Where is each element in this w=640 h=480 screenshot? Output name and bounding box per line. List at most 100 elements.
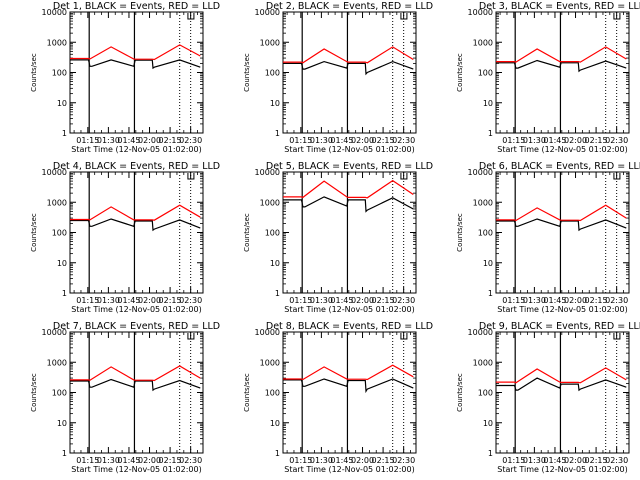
y-tick-label: 1 — [62, 449, 67, 458]
panel-5: Det 5, BLACK = Events, RED = LLD 1 10 100 10… — [243, 161, 433, 314]
x-tick-label: 01:15 — [76, 136, 99, 145]
y-tick-label: 1 — [488, 129, 493, 138]
y-tick-label: 10000 — [42, 328, 67, 337]
y-tick-label: 100 — [478, 229, 493, 238]
y-tick-label: 10000 — [468, 8, 493, 17]
y-tick-label: 100 — [52, 69, 67, 78]
y-tick-label: 1000 — [47, 38, 67, 47]
y-tick-label: 10000 — [255, 328, 280, 337]
x-tick-label: 01:15 — [502, 136, 525, 145]
marker-bracket — [187, 13, 195, 20]
x-tick-label: 01:15 — [502, 296, 525, 305]
x-tick-label: 01:45 — [543, 136, 566, 145]
x-tick-label: 02:30 — [605, 456, 628, 465]
series-events-line — [283, 378, 414, 394]
y-tick-label: 100 — [265, 229, 280, 238]
y-tick-label: 1000 — [473, 198, 493, 207]
panel-title: Det 5, BLACK = Events, RED = LLD — [266, 161, 433, 172]
x-tick-label: 02:30 — [605, 296, 628, 305]
y-axis-label: Counts/sec — [243, 213, 251, 252]
x-tick-label: 02:15 — [585, 296, 608, 305]
y-tick-label: 10000 — [42, 8, 67, 17]
panel-title: Det 8, BLACK = Events, RED = LLD — [266, 321, 433, 332]
x-tick-label: 02:30 — [179, 456, 202, 465]
y-axis-label: Counts/sec — [456, 213, 464, 252]
x-axis-label: Start Time (12-Nov-05 01:02:00) — [71, 145, 201, 154]
x-tick-label: 02:15 — [159, 456, 182, 465]
y-tick-label: 10000 — [255, 8, 280, 17]
y-tick-label: 1000 — [473, 38, 493, 47]
series-lld-line — [283, 46, 414, 64]
y-tick-label: 10 — [483, 419, 493, 428]
panel-title: Det 6, BLACK = Events, RED = LLD — [479, 161, 640, 172]
y-tick-label: 100 — [52, 389, 67, 398]
y-tick-label: 10 — [57, 99, 67, 108]
x-tick-label: 01:45 — [330, 296, 353, 305]
x-tick-label: 02:15 — [159, 296, 182, 305]
x-tick-label: 01:30 — [523, 136, 546, 145]
x-tick-label: 02:15 — [585, 136, 608, 145]
y-tick-label: 100 — [52, 229, 67, 238]
plot-frame — [282, 11, 417, 134]
y-tick-label: 1000 — [47, 198, 67, 207]
series-lld-line — [496, 367, 627, 384]
panel-title: Det 2, BLACK = Events, RED = LLD — [266, 1, 433, 12]
series-lld-line — [70, 44, 201, 61]
y-tick-label: 100 — [265, 389, 280, 398]
plot-frame — [495, 331, 630, 454]
panel-title: Det 3, BLACK = Events, RED = LLD — [479, 1, 640, 12]
y-tick-label: 1000 — [260, 38, 280, 47]
x-tick-label: 01:15 — [289, 136, 312, 145]
y-tick-label: 1000 — [47, 358, 67, 367]
x-tick-label: 01:30 — [310, 136, 333, 145]
plot-frame — [495, 171, 630, 294]
y-tick-label: 10000 — [255, 168, 280, 177]
x-axis-label: Start Time (12-Nov-05 01:02:00) — [284, 465, 414, 474]
x-tick-label: 01:15 — [289, 456, 312, 465]
y-tick-label: 1000 — [260, 358, 280, 367]
plot-frame — [495, 11, 630, 134]
x-tick-label: 02:00 — [351, 136, 374, 145]
panel-4: Det 4, BLACK = Events, RED = LLD 1 10 100 10… — [30, 161, 220, 314]
marker-bracket — [613, 333, 621, 340]
y-axis-label: Counts/sec — [30, 53, 38, 92]
x-tick-label: 01:15 — [502, 456, 525, 465]
y-tick-label: 1 — [62, 129, 67, 138]
panel-3: Det 3, BLACK = Events, RED = LLD 1 10 100 10… — [456, 1, 640, 154]
x-tick-label: 01:30 — [310, 456, 333, 465]
series-events-line — [283, 196, 414, 213]
x-tick-label: 02:15 — [159, 136, 182, 145]
x-axis-label: Start Time (12-Nov-05 01:02:00) — [497, 465, 627, 474]
x-tick-label: 02:00 — [564, 456, 587, 465]
series-events-line — [496, 377, 627, 392]
x-tick-label: 02:00 — [564, 136, 587, 145]
plot-frame — [69, 11, 204, 134]
x-axis-label: Start Time (12-Nov-05 01:02:00) — [497, 145, 627, 154]
series-events-line — [70, 59, 201, 70]
x-axis-label: Start Time (12-Nov-05 01:02:00) — [284, 305, 414, 314]
y-tick-label: 1 — [275, 289, 280, 298]
y-tick-label: 1000 — [260, 198, 280, 207]
x-tick-label: 02:30 — [392, 296, 415, 305]
panel-9: Det 9, BLACK = Events, RED = LLD 1 10 100 10… — [456, 321, 640, 474]
y-tick-label: 1 — [62, 289, 67, 298]
series-lld-line — [283, 364, 414, 381]
x-tick-label: 02:15 — [585, 456, 608, 465]
y-tick-label: 10 — [483, 259, 493, 268]
x-tick-label: 02:00 — [351, 456, 374, 465]
y-tick-label: 10 — [57, 419, 67, 428]
x-tick-label: 01:30 — [523, 456, 546, 465]
marker-bracket — [400, 173, 408, 180]
series-lld-line — [70, 204, 201, 221]
panel-8: Det 8, BLACK = Events, RED = LLD 1 10 100 10… — [243, 321, 433, 474]
x-tick-label: 01:45 — [543, 456, 566, 465]
x-axis-label: Start Time (12-Nov-05 01:02:00) — [284, 145, 414, 154]
y-tick-label: 10 — [483, 99, 493, 108]
x-axis-label: Start Time (12-Nov-05 01:02:00) — [497, 305, 627, 314]
x-tick-label: 01:30 — [310, 296, 333, 305]
x-tick-label: 01:30 — [97, 456, 120, 465]
x-tick-label: 01:45 — [117, 296, 140, 305]
series-lld-line — [283, 179, 414, 199]
plot-frame — [282, 171, 417, 294]
